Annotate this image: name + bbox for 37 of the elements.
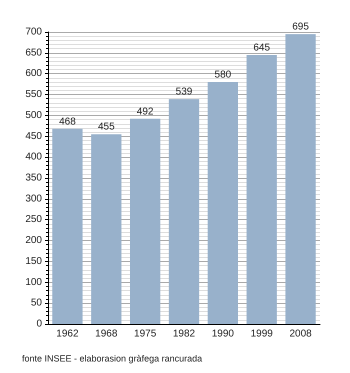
bar <box>52 128 83 324</box>
x-tick-label: 1990 <box>212 328 234 340</box>
data-label: 492 <box>136 106 154 118</box>
data-label: 468 <box>59 116 76 128</box>
data-label: 580 <box>214 70 232 81</box>
y-tick-label: 100 <box>25 276 42 288</box>
bar <box>130 118 160 324</box>
source-note: fonte INSEE - elaborasion gràfega rancurada <box>22 354 202 364</box>
x-tick-label: 2008 <box>289 328 312 340</box>
y-tick-label: 500 <box>25 110 42 121</box>
y-tick-label: 200 <box>25 235 42 246</box>
x-tick-label: 1999 <box>250 328 274 340</box>
y-tick-label: 250 <box>25 214 42 226</box>
bar <box>285 34 316 324</box>
data-label: 645 <box>253 42 270 54</box>
bar <box>91 134 122 324</box>
y-tick-label: 350 <box>25 172 42 184</box>
data-label: 455 <box>98 122 116 133</box>
x-tick-label: 1968 <box>95 328 118 340</box>
y-tick-label: 300 <box>25 193 42 204</box>
y-tick-label: 400 <box>25 152 42 163</box>
y-tick-label: 50 <box>30 298 42 309</box>
bar <box>208 82 238 324</box>
x-tick-label: 1962 <box>56 328 79 340</box>
y-tick-label: 150 <box>25 256 42 267</box>
bar <box>168 99 200 324</box>
data-label: 539 <box>176 86 193 98</box>
data-label: 695 <box>292 22 310 33</box>
x-tick-label: 1975 <box>134 328 157 340</box>
y-tick-label: 650 <box>25 47 42 58</box>
y-tick-label: 0 <box>36 318 42 330</box>
y-tick-label: 600 <box>25 68 42 80</box>
y-tick-label: 550 <box>25 89 42 100</box>
bar <box>246 54 277 324</box>
y-tick-label: 700 <box>25 26 42 38</box>
x-tick-label: 1982 <box>172 328 196 340</box>
y-tick-label: 450 <box>25 130 42 142</box>
